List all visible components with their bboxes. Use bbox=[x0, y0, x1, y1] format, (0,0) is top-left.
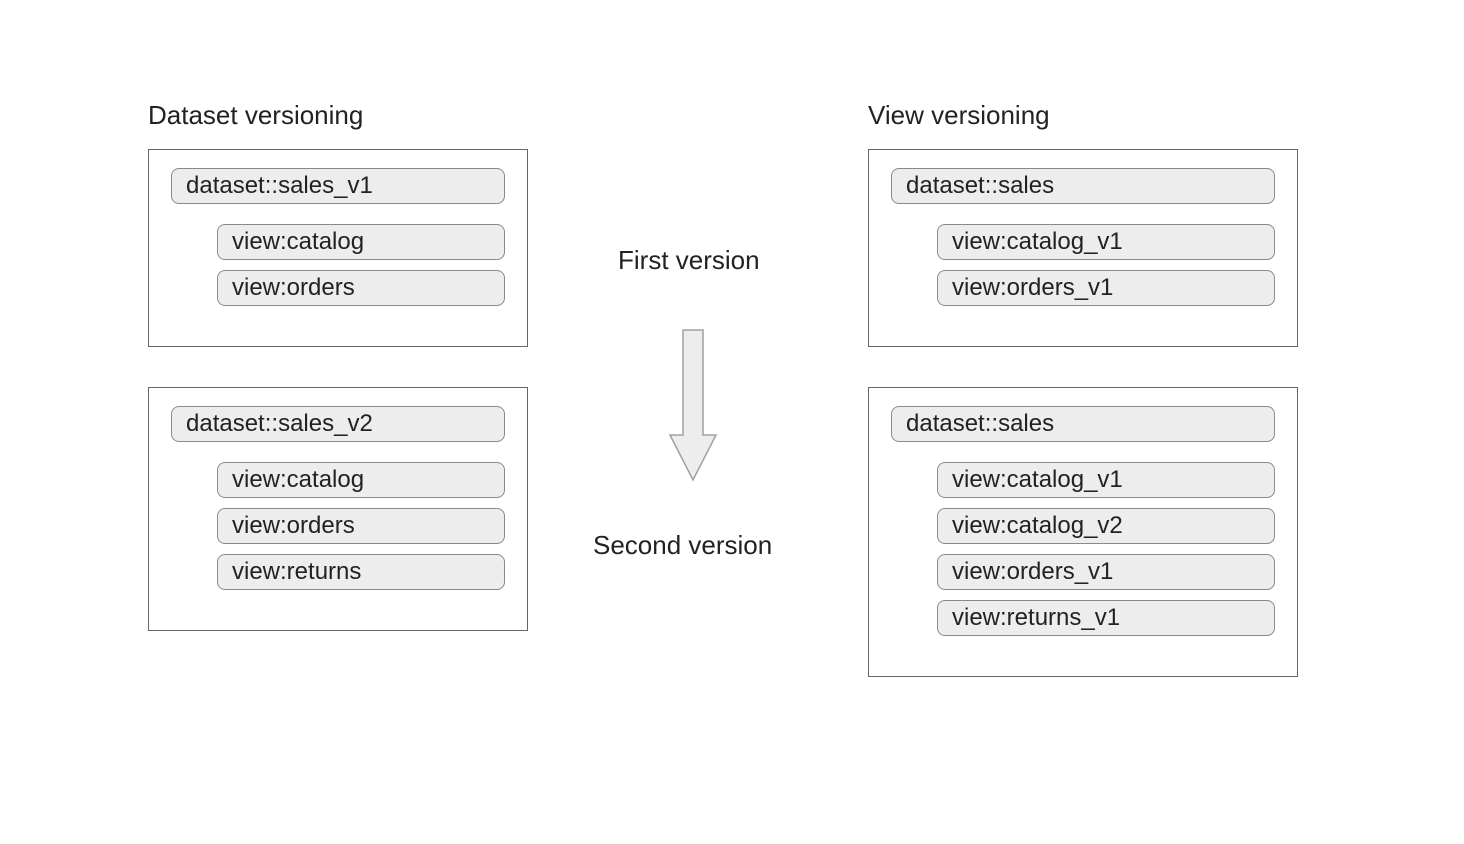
view-label: view:catalog bbox=[217, 462, 505, 498]
view-label: view:orders bbox=[217, 270, 505, 306]
dataset-panel-v2: dataset::sales_v2 view:catalog view:orde… bbox=[148, 387, 528, 631]
view-label: view:orders bbox=[217, 508, 505, 544]
dataset-label: dataset::sales bbox=[891, 406, 1275, 442]
view-versioning-column: View versioning dataset::sales view:cata… bbox=[868, 100, 1298, 717]
dataset-label: dataset::sales_v2 bbox=[171, 406, 505, 442]
dataset-versioning-heading: Dataset versioning bbox=[148, 100, 528, 131]
first-version-label: First version bbox=[618, 245, 760, 276]
view-group: view:catalog view:orders bbox=[217, 224, 505, 306]
view-label: view:catalog_v1 bbox=[937, 462, 1275, 498]
view-label: view:returns bbox=[217, 554, 505, 590]
view-label: view:catalog_v2 bbox=[937, 508, 1275, 544]
view-versioning-heading: View versioning bbox=[868, 100, 1298, 131]
dataset-label: dataset::sales_v1 bbox=[171, 168, 505, 204]
dataset-versioning-column: Dataset versioning dataset::sales_v1 vie… bbox=[148, 100, 528, 671]
view-panel-v1: dataset::sales view:catalog_v1 view:orde… bbox=[868, 149, 1298, 347]
view-label: view:orders_v1 bbox=[937, 554, 1275, 590]
dataset-label: dataset::sales bbox=[891, 168, 1275, 204]
down-arrow-icon bbox=[668, 325, 718, 485]
dataset-panel-v1: dataset::sales_v1 view:catalog view:orde… bbox=[148, 149, 528, 347]
view-group: view:catalog_v1 view:catalog_v2 view:ord… bbox=[937, 462, 1275, 636]
second-version-label: Second version bbox=[593, 530, 772, 561]
view-label: view:catalog_v1 bbox=[937, 224, 1275, 260]
view-label: view:orders_v1 bbox=[937, 270, 1275, 306]
view-label: view:returns_v1 bbox=[937, 600, 1275, 636]
view-group: view:catalog view:orders view:returns bbox=[217, 462, 505, 590]
view-group: view:catalog_v1 view:orders_v1 bbox=[937, 224, 1275, 306]
view-label: view:catalog bbox=[217, 224, 505, 260]
view-panel-v2: dataset::sales view:catalog_v1 view:cata… bbox=[868, 387, 1298, 677]
